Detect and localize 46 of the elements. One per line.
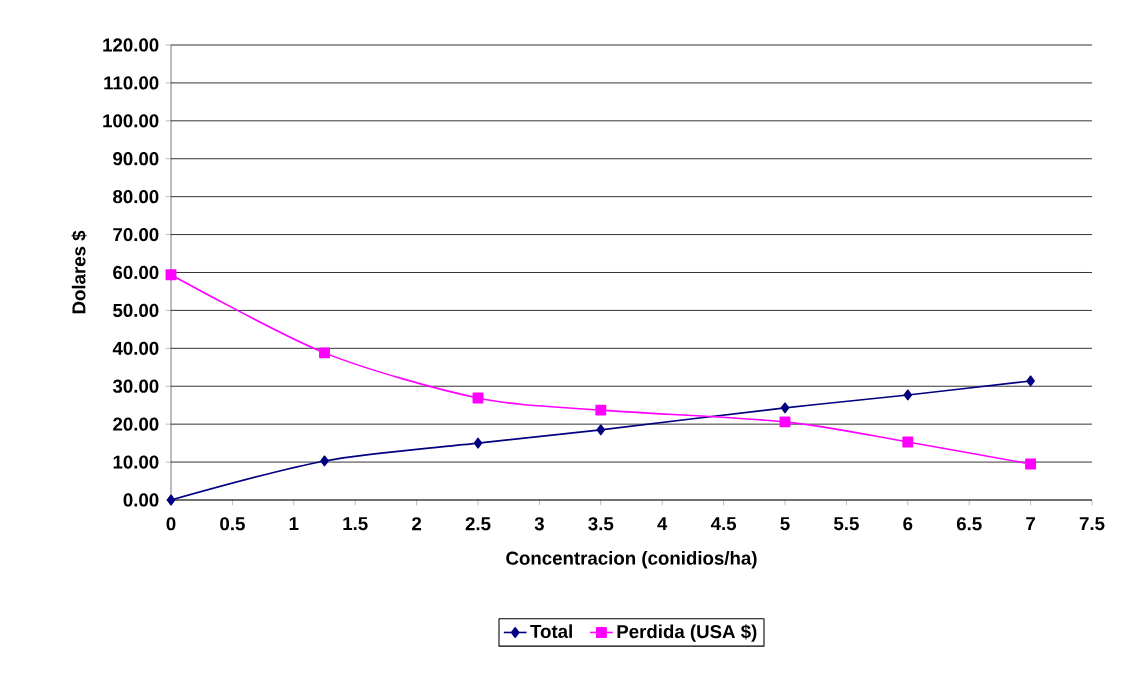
y-tick-label: 20.00: [113, 417, 159, 431]
x-tick-label: 1.5: [343, 517, 368, 531]
x-tick-label: 4.5: [710, 517, 737, 531]
point: [165, 269, 177, 281]
y-tick-label: 100.00: [103, 114, 159, 128]
point: [779, 416, 791, 428]
point: [1026, 375, 1035, 387]
x-tick-label: 6: [903, 517, 913, 531]
y-tick-label: 40.00: [112, 341, 159, 355]
x-tick-label: 3: [534, 517, 544, 531]
x-tick-label: 5: [780, 517, 790, 531]
x-tick-label: 1: [289, 517, 299, 530]
y-tick-label: 30.00: [112, 379, 159, 393]
x-tick-label: 7: [1026, 517, 1035, 530]
y-axis-title: Dolares $: [71, 230, 87, 314]
point: [596, 424, 606, 436]
point: [902, 436, 914, 448]
x-tick-label: 5.5: [833, 517, 859, 531]
x-tick-label: 2.5: [465, 517, 491, 531]
y-tick-label: 70.00: [113, 227, 159, 242]
x-tick-label: 4: [657, 517, 668, 530]
y-tick-label: 10.00: [113, 455, 159, 469]
y-tick-label: 110.00: [104, 76, 159, 90]
point: [166, 494, 176, 506]
y-tick-label: 50.00: [113, 303, 159, 318]
y-tick-label: 0.00: [123, 493, 159, 507]
point: [903, 389, 913, 401]
x-tick-label: 3.5: [588, 517, 614, 531]
x-axis-title: Concentracion (conidios/ha): [506, 551, 757, 569]
x-tick-label: 2: [412, 517, 422, 531]
point: [595, 404, 607, 416]
y-tick-label: 80.00: [113, 190, 159, 204]
x-tick-label: 0: [166, 517, 176, 531]
x-tick-label: 0.5: [220, 517, 245, 531]
y-tick-label: 90.00: [113, 152, 159, 166]
legend-label: Perdida (USA $): [617, 624, 757, 642]
x-tick-label: 6.5: [956, 517, 982, 531]
y-tick-label: 120.00: [103, 38, 159, 52]
point: [473, 437, 483, 449]
x-tick-label: 7.5: [1079, 517, 1105, 531]
point: [1025, 458, 1037, 470]
point: [320, 455, 329, 467]
y-tick-label: 60.00: [113, 265, 159, 280]
point: [319, 347, 330, 359]
legend-label: Total: [530, 624, 572, 639]
point: [780, 402, 790, 414]
